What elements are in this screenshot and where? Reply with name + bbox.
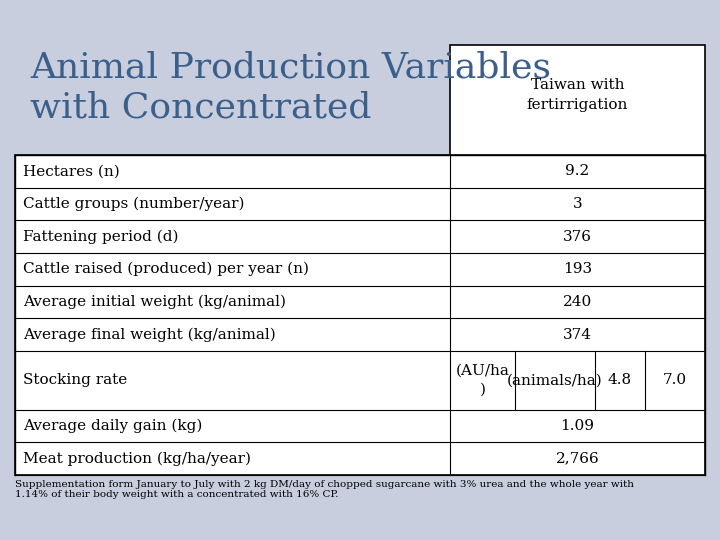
Text: 9.2: 9.2: [565, 164, 590, 178]
Text: Cattle raised (produced) per year (n): Cattle raised (produced) per year (n): [23, 262, 309, 276]
Text: Animal Production Variables: Animal Production Variables: [30, 50, 551, 84]
Text: Cattle groups (number/year): Cattle groups (number/year): [23, 197, 245, 211]
Text: 2,766: 2,766: [556, 451, 599, 465]
Text: 3: 3: [572, 197, 582, 211]
Text: Fattening period (d): Fattening period (d): [23, 230, 179, 244]
Text: 7.0: 7.0: [663, 373, 687, 387]
Text: with Concentrated: with Concentrated: [30, 90, 372, 124]
Text: (AU/ha
): (AU/ha ): [456, 364, 510, 396]
Text: Meat production (kg/ha/year): Meat production (kg/ha/year): [23, 451, 251, 466]
Text: 240: 240: [563, 295, 592, 309]
Text: 374: 374: [563, 328, 592, 342]
Text: Average daily gain (kg): Average daily gain (kg): [23, 419, 202, 433]
Text: Stocking rate: Stocking rate: [23, 373, 127, 387]
Text: Taiwan with
fertirrigation: Taiwan with fertirrigation: [527, 78, 628, 112]
Text: 376: 376: [563, 230, 592, 244]
Text: Supplementation form January to July with 2 kg DM/day of chopped sugarcane with : Supplementation form January to July wit…: [15, 480, 634, 500]
Text: (animals/ha): (animals/ha): [507, 373, 603, 387]
Text: 1.09: 1.09: [560, 419, 595, 433]
Bar: [15, 155, 705, 475]
Text: Average final weight (kg/animal): Average final weight (kg/animal): [23, 327, 276, 342]
Text: 4.8: 4.8: [608, 373, 632, 387]
Text: Hectares (n): Hectares (n): [23, 164, 120, 178]
Text: Average initial weight (kg/animal): Average initial weight (kg/animal): [23, 295, 286, 309]
Bar: [450, 45, 705, 155]
Text: 193: 193: [563, 262, 592, 276]
